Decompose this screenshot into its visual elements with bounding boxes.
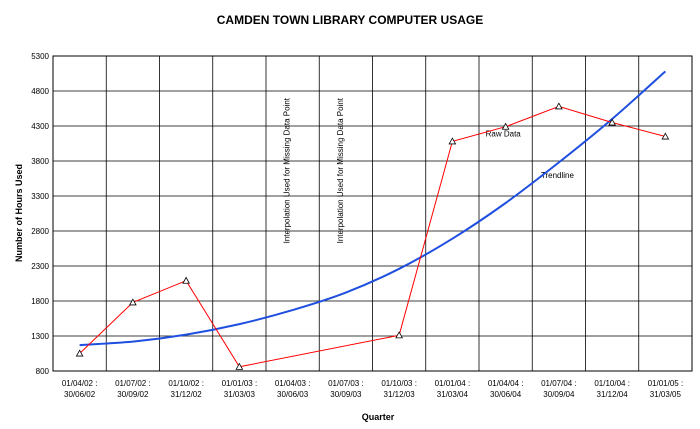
raw-data-point [501,122,510,130]
x-tick-label: 31/03/03 [224,390,256,399]
annotation-label: Raw Data [486,130,522,139]
x-tick-label: 01/07/03 : [328,379,364,388]
x-tick-label: 30/09/02 [117,390,149,399]
raw-data-point [448,137,457,145]
y-tick-label: 2300 [31,262,49,271]
y-tick-label: 1800 [31,297,49,306]
y-tick-label: 4800 [31,87,49,96]
x-tick-labels: 01/04/02 : 30/06/02 01/07/02 : 30/09/02 01/1… [62,379,683,399]
y-tick-label: 3800 [31,157,49,166]
raw-data-point [661,132,670,140]
y-tick-label: 2800 [31,227,49,236]
x-tick-label: 01/04/02 : [62,379,98,388]
raw-data-point [608,118,617,126]
raw-data-series-line [79,105,666,368]
x-tick-label: 30/09/03 [330,390,362,399]
x-tick-label: 01/10/02 : [168,379,204,388]
annotation-label: Interpolation Used for Missing Data Poin… [283,97,292,243]
y-axis-title: Number of Hours Used [14,164,24,262]
x-tick-label: 31/03/05 [650,390,682,399]
x-tick-label: 01/10/03 : [381,379,417,388]
x-tick-label: 30/06/02 [64,390,96,399]
raw-data-point [182,276,191,284]
x-tick-label: 31/12/02 [171,390,203,399]
y-tick-label: 800 [36,367,50,376]
y-tick-label: 3300 [31,192,49,201]
raw-data-point [128,298,137,306]
annotation-label: Trendline [541,171,575,180]
y-tick-label: 5300 [31,52,49,61]
x-tick-label: 01/07/04 : [541,379,577,388]
raw-data-point [75,349,84,357]
gridlines [53,55,692,371]
x-tick-label: 31/03/04 [437,390,469,399]
series-marks [75,70,670,370]
annotations: Interpolation Used for Missing Data Poin… [283,97,575,243]
x-tick-label: 31/12/03 [384,390,416,399]
x-tick-label: 30/06/04 [490,390,522,399]
raw-data-point [554,102,563,110]
trendline-series-line [79,70,667,347]
x-tick-label: 01/01/05 : [648,379,684,388]
x-tick-label: 01/04/04 : [488,379,524,388]
x-tick-label: 01/01/04 : [435,379,471,388]
chart-title: CAMDEN TOWN LIBRARY COMPUTER USAGE [217,13,483,27]
y-tick-labels: 800 1300 1800 2300 2800 3300 3800 4300 4800 5300 [31,52,49,376]
y-tick-label: 1300 [31,332,49,341]
x-tick-label: 01/01/03 : [222,379,258,388]
x-tick-label: 01/10/04 : [594,379,630,388]
x-tick-label: 30/06/03 [277,390,309,399]
x-tick-label: 01/07/02 : [115,379,151,388]
x-tick-label: 31/12/04 [597,390,629,399]
raw-data-point [235,362,244,370]
y-tick-label: 4300 [31,122,49,131]
raw-data-point [395,331,404,339]
x-axis-title: Quarter [362,412,395,422]
x-tick-label: 30/09/04 [543,390,575,399]
annotation-label: Interpolation Used for Missing Data Poin… [336,97,345,243]
x-tick-label: 01/04/03 : [275,379,311,388]
